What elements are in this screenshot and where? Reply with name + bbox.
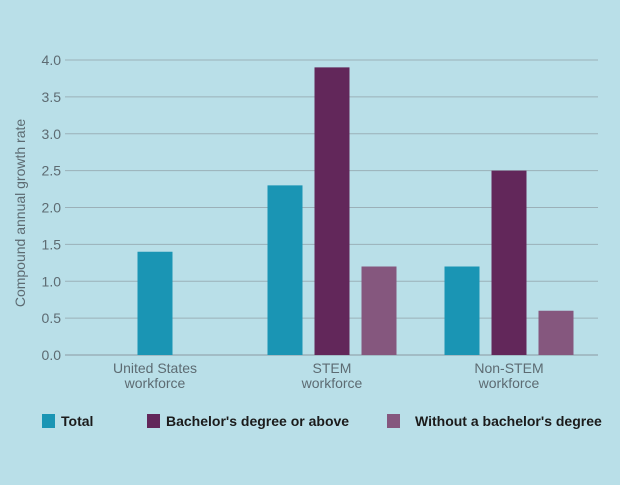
x-category-label: workforce	[124, 375, 186, 391]
x-category-label: STEM	[313, 360, 352, 376]
x-category-label: United States	[113, 360, 197, 376]
bar-without-a-bachelor-s-degree-1	[361, 266, 397, 355]
legend-swatch-total	[42, 414, 55, 428]
y-tick-label: 1.5	[42, 236, 62, 252]
legend-swatch-bachelors	[147, 414, 160, 428]
x-category-label: workforce	[301, 375, 363, 391]
y-tick-label: 2.5	[42, 163, 62, 179]
y-axis-label: Compound annual growth rate	[12, 119, 28, 308]
bar-chart: 0.0 0.5 1.0 1.5 2.0 2.5 3.0 3.5 4.0 Compound annu…	[12, 52, 598, 391]
bar-bachelor-s-degree-or-above-1	[314, 67, 350, 355]
legend-label: Bachelor's degree or above	[166, 413, 350, 429]
legend-label: Without a bachelor's degree	[415, 413, 602, 429]
bar-total-1	[267, 185, 303, 355]
bar-without-a-bachelor-s-degree-2	[538, 310, 574, 355]
y-tick-label: 0.5	[42, 310, 62, 326]
y-tick-label: 0.0	[42, 347, 62, 363]
legend-label: Total	[61, 413, 94, 429]
y-tick-label: 3.5	[42, 89, 62, 105]
y-tick-label: 3.0	[42, 126, 62, 142]
y-tick-label: 4.0	[42, 52, 62, 68]
legend-item-without-bachelors: Without a bachelor's degree	[387, 413, 602, 429]
y-tick-label: 1.0	[42, 273, 62, 289]
bar-total-2	[444, 266, 480, 355]
legend-swatch-without-bachelors	[387, 414, 400, 428]
bar-total-0	[137, 251, 173, 355]
legend: Total Bachelor's degree or above Without…	[0, 413, 620, 433]
legend-item-bachelors: Bachelor's degree or above	[147, 413, 349, 429]
legend-item-total: Total	[42, 413, 93, 429]
x-category-label: workforce	[478, 375, 540, 391]
y-tick-label: 2.0	[42, 200, 62, 216]
x-category-label: Non-STEM	[474, 360, 543, 376]
bar-bachelor-s-degree-or-above-2	[491, 170, 527, 355]
